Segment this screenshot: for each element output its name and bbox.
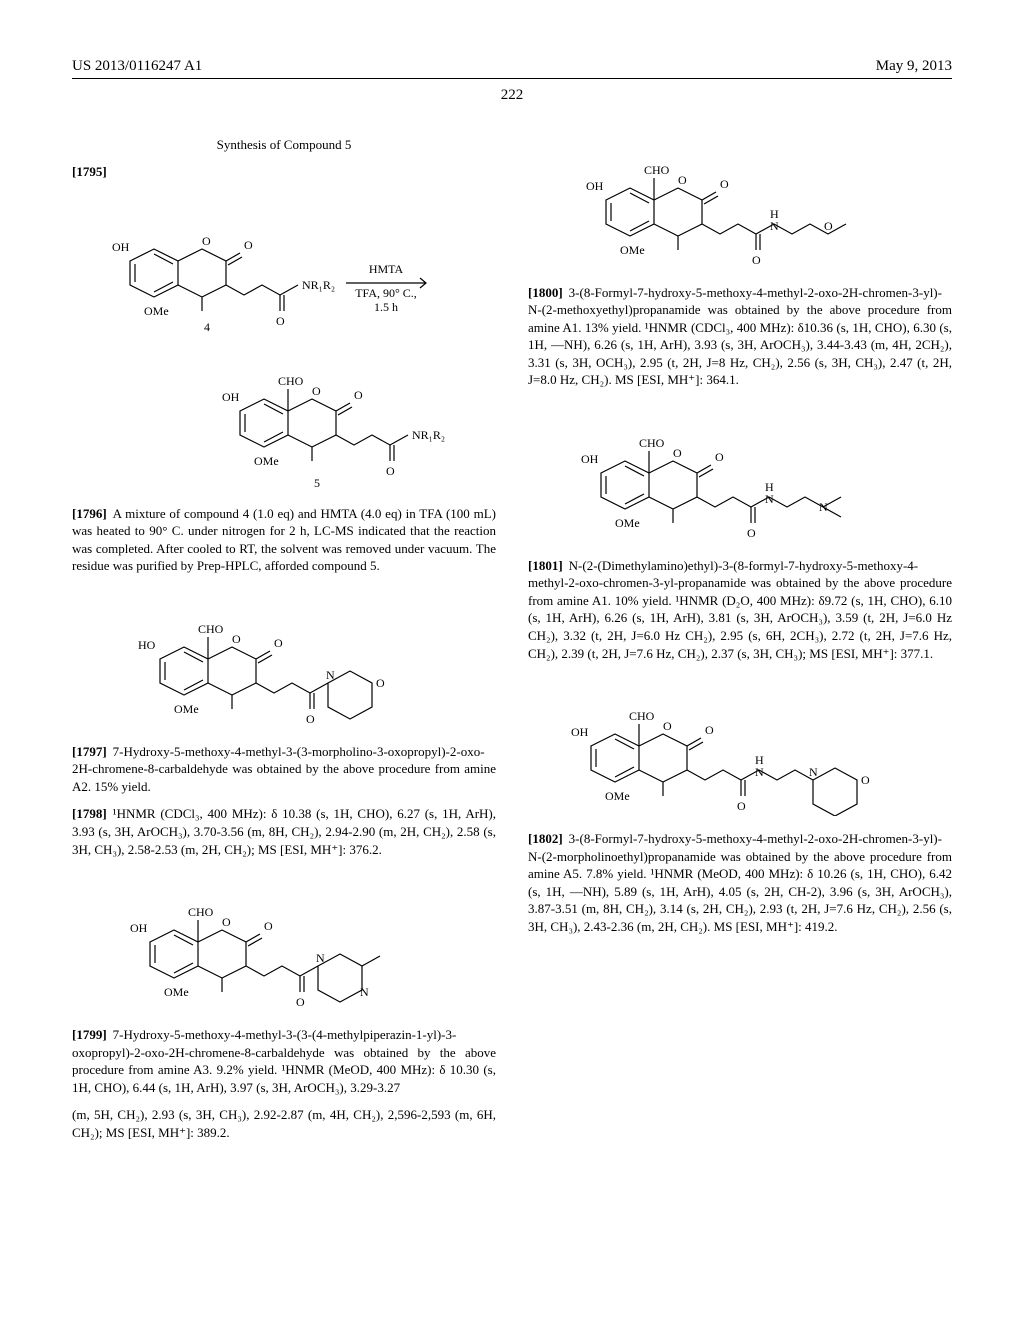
paranum: [1798] bbox=[72, 806, 113, 821]
label-OMe: OMe bbox=[144, 304, 169, 318]
page: US 2013/0116247 A1 May 9, 2013 222 Synth… bbox=[0, 0, 1024, 1320]
body-columns: Synthesis of Compound 5 [1795] bbox=[72, 130, 952, 1250]
section-title: Synthesis of Compound 5 bbox=[72, 136, 496, 154]
para-text: 3-(8-Formyl-7-hydroxy-5-methoxy-4-methyl… bbox=[528, 831, 952, 934]
svg-text:O: O bbox=[663, 719, 672, 733]
svg-text:OH: OH bbox=[581, 452, 599, 466]
svg-text:HO: HO bbox=[138, 638, 156, 652]
svg-text:O: O bbox=[737, 799, 746, 813]
label-4: 4 bbox=[204, 320, 210, 334]
label-NR1R2: NR₁R₂ bbox=[302, 278, 335, 292]
para-1799: [1799]7-Hydroxy-5-methoxy-4-methyl-3-(3-… bbox=[72, 1026, 496, 1096]
svg-text:O: O bbox=[861, 773, 870, 787]
reagent-time: 1.5 h bbox=[374, 300, 398, 314]
page-number: 222 bbox=[72, 85, 952, 105]
svg-text:N: N bbox=[819, 500, 828, 514]
para-text: A mixture of compound 4 (1.0 eq) and HMT… bbox=[72, 506, 496, 574]
paranum: [1801] bbox=[528, 558, 569, 573]
svg-text:OH: OH bbox=[571, 725, 589, 739]
para-1799-cont: (m, 5H, CH₂), 2.93 (s, 3H, CH₃), 2.92-2.… bbox=[72, 1106, 496, 1141]
svg-text:OMe: OMe bbox=[254, 454, 279, 468]
svg-text:NR₁R₂: NR₁R₂ bbox=[412, 428, 445, 442]
svg-text:N: N bbox=[770, 219, 779, 233]
svg-text:O: O bbox=[306, 712, 315, 726]
para-1797: [1797]7-Hydroxy-5-methoxy-4-methyl-3-(3-… bbox=[72, 743, 496, 796]
svg-text:O: O bbox=[705, 723, 714, 737]
reaction-scheme: OH OMe O O NR₁R₂ O 4 HMTA TFA, 90° C., 1… bbox=[84, 191, 484, 491]
para-text: ¹HNMR (CDCl₃, 400 MHz): δ 10.38 (s, 1H, … bbox=[72, 806, 496, 856]
svg-text:N: N bbox=[360, 985, 369, 999]
reagent-hmta: HMTA bbox=[369, 262, 404, 276]
svg-text:CHO: CHO bbox=[278, 374, 304, 388]
paranum: [1796] bbox=[72, 506, 113, 521]
svg-text:CHO: CHO bbox=[639, 436, 665, 450]
label-O3: O bbox=[276, 314, 285, 328]
para-text: 7-Hydroxy-5-methoxy-4-methyl-3-(3-morpho… bbox=[72, 744, 496, 794]
svg-text:O: O bbox=[222, 915, 231, 929]
svg-text:OMe: OMe bbox=[174, 702, 199, 716]
patent-number: US 2013/0116247 A1 bbox=[72, 56, 202, 76]
svg-text:O: O bbox=[264, 919, 273, 933]
svg-text:N: N bbox=[316, 951, 325, 965]
svg-text:CHO: CHO bbox=[188, 905, 214, 919]
para-text: 3-(8-Formyl-7-hydroxy-5-methoxy-4-methyl… bbox=[528, 285, 952, 388]
svg-text:O: O bbox=[673, 446, 682, 460]
svg-text:OH: OH bbox=[130, 921, 148, 935]
label-O2: O bbox=[244, 238, 253, 252]
svg-text:OMe: OMe bbox=[615, 516, 640, 530]
para-1795: [1795] bbox=[72, 163, 496, 181]
label-5: 5 bbox=[314, 476, 320, 490]
svg-text:O: O bbox=[720, 177, 729, 191]
para-1796: [1796]A mixture of compound 4 (1.0 eq) a… bbox=[72, 505, 496, 575]
structure-morpholino: HO OMe CHO O O O N O bbox=[114, 589, 454, 729]
para-text: 7-Hydroxy-5-methoxy-4-methyl-3-(3-(4-met… bbox=[72, 1027, 496, 1095]
svg-text:OMe: OMe bbox=[620, 243, 645, 257]
para-1801: [1801]N-(2-(Dimethylamino)ethyl)-3-(8-fo… bbox=[528, 557, 952, 662]
svg-text:OH: OH bbox=[586, 179, 604, 193]
svg-text:OMe: OMe bbox=[605, 789, 630, 803]
svg-text:O: O bbox=[232, 632, 241, 646]
svg-text:O: O bbox=[274, 636, 283, 650]
svg-text:O: O bbox=[376, 676, 385, 690]
paranum: [1799] bbox=[72, 1027, 113, 1042]
svg-text:O: O bbox=[296, 995, 305, 1009]
label-OH: OH bbox=[112, 240, 130, 254]
structure-methoxyethyl: OH OMe CHO O O O H N O bbox=[560, 130, 920, 270]
paranum: [1800] bbox=[528, 285, 569, 300]
svg-text:O: O bbox=[752, 253, 761, 267]
svg-text:OMe: OMe bbox=[164, 985, 189, 999]
svg-text:O: O bbox=[747, 526, 756, 540]
para-1802: [1802]3-(8-Formyl-7-hydroxy-5-methoxy-4-… bbox=[528, 830, 952, 935]
label-O: O bbox=[202, 234, 211, 248]
svg-text:O: O bbox=[715, 450, 724, 464]
svg-text:O: O bbox=[354, 388, 363, 402]
para-1800: [1800]3-(8-Formyl-7-hydroxy-5-methoxy-4-… bbox=[528, 284, 952, 389]
svg-text:N: N bbox=[765, 492, 774, 506]
svg-text:N: N bbox=[326, 668, 335, 682]
para-text: N-(2-(Dimethylamino)ethyl)-3-(8-formyl-7… bbox=[528, 558, 952, 661]
svg-text:O: O bbox=[386, 464, 395, 478]
svg-text:N: N bbox=[809, 765, 818, 779]
publication-date: May 9, 2013 bbox=[876, 56, 952, 76]
svg-text:O: O bbox=[824, 219, 833, 233]
running-header: US 2013/0116247 A1 May 9, 2013 bbox=[72, 56, 952, 79]
svg-text:CHO: CHO bbox=[644, 163, 670, 177]
svg-text:CHO: CHO bbox=[198, 622, 224, 636]
structure-methylpiperazine: OH OMe CHO O O O N N bbox=[104, 872, 464, 1012]
para-1798: [1798]¹HNMR (CDCl₃, 400 MHz): δ 10.38 (s… bbox=[72, 805, 496, 858]
structure-dimethylaminoethyl: OH OMe CHO O O O H N N bbox=[555, 403, 925, 543]
svg-text:N: N bbox=[755, 765, 764, 779]
svg-text:OH: OH bbox=[222, 390, 240, 404]
structure-morpholinoethyl: OH OMe CHO O O O H N N O bbox=[545, 676, 935, 816]
para-text: (m, 5H, CH₂), 2.93 (s, 3H, CH₃), 2.92-2.… bbox=[72, 1107, 496, 1140]
svg-text:CHO: CHO bbox=[629, 709, 655, 723]
reagent-tfa: TFA, 90° C., bbox=[355, 286, 417, 300]
svg-text:O: O bbox=[312, 384, 321, 398]
paranum: [1797] bbox=[72, 744, 113, 759]
paranum: [1802] bbox=[528, 831, 569, 846]
svg-text:O: O bbox=[678, 173, 687, 187]
paranum: [1795] bbox=[72, 164, 113, 179]
